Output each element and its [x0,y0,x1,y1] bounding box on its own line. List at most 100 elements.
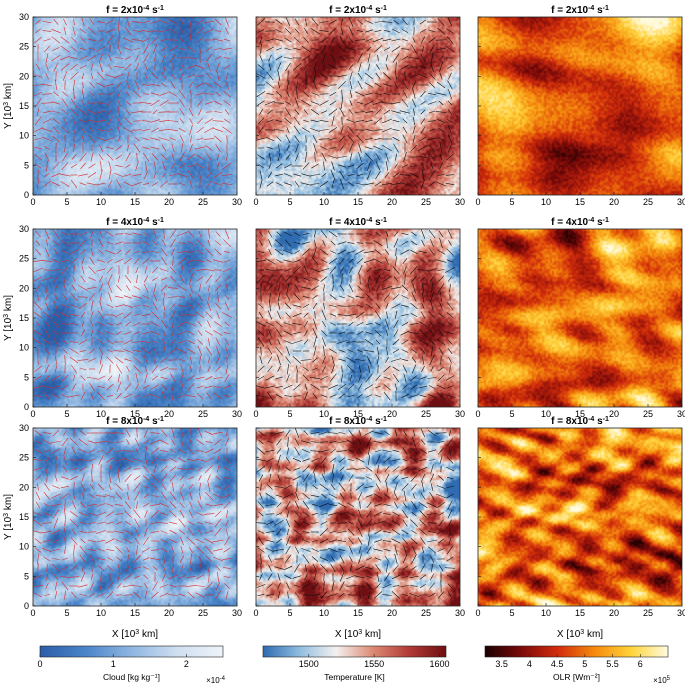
y-tick-label: 25 [19,453,29,463]
y-tick-label: 5 [24,372,29,382]
field-image [478,428,682,606]
colorbar-tick-label: 1550 [364,659,384,669]
x-tick-label: 25 [421,197,431,207]
y-tick-label: 10 [19,131,29,141]
colorbar-label: Cloud [kg kg⁻¹] [103,672,160,682]
field-image [478,229,682,407]
x-tick-label: 5 [287,197,292,207]
x-tick-label: 5 [64,197,69,207]
x-tick-label: 5 [64,608,69,618]
x-tick-label: 20 [164,197,174,207]
colorbar-strip [263,646,446,657]
y-tick-label: 30 [19,423,29,433]
x-tick-label: 25 [421,608,431,618]
colorbar-tick-label: 4 [527,659,532,669]
x-tick-label: 0 [253,409,258,419]
field-image [478,17,682,195]
x-tick-label: 0 [30,608,35,618]
panel-title: f = 2x10-4 s-1 [329,5,387,17]
x-tick-label: 20 [387,197,397,207]
y-tick-label: 15 [19,512,29,522]
panel-title: f = 4x10-4 s-1 [551,217,609,229]
panel-title: f = 8x10-4 s-1 [329,416,387,428]
x-tick-label: 0 [475,409,480,419]
x-tick-label: 5 [287,409,292,419]
y-tick-label: 10 [19,542,29,552]
x-tick-label: 30 [232,197,242,207]
x-tick-label: 15 [130,608,140,618]
y-tick-label: 15 [19,101,29,111]
colorbar-label: OLR [Wm⁻²] [553,672,600,682]
y-tick-label: 25 [19,42,29,52]
y-tick-label: 20 [19,71,29,81]
x-tick-label: 30 [232,409,242,419]
x-tick-label: 10 [96,197,106,207]
panel-title: f = 8x10-4 s-1 [106,416,164,428]
y-tick-label: 20 [19,283,29,293]
y-tick-label: 25 [19,254,29,264]
x-tick-label: 25 [198,409,208,419]
y-tick-label: 0 [24,190,29,200]
x-tick-label: 30 [455,608,465,618]
colorbar-tick-label: 3.5 [495,659,508,669]
x-tick-label: 10 [541,197,551,207]
y-tick-label: 30 [19,12,29,22]
x-tick-label: 15 [575,197,585,207]
field-image [33,428,237,606]
x-tick-label: 30 [677,197,685,207]
y-axis-label: Y [103 km] [3,83,15,129]
x-tick-label: 0 [30,197,35,207]
x-tick-label: 20 [387,409,397,419]
x-tick-label: 10 [319,197,329,207]
x-tick-label: 5 [287,608,292,618]
x-tick-label: 5 [509,409,514,419]
colorbar-label: Temperature [K] [324,672,384,682]
x-tick-label: 30 [232,608,242,618]
y-tick-label: 0 [24,402,29,412]
field-image [256,17,460,195]
x-tick-label: 25 [421,409,431,419]
x-tick-label: 0 [253,608,258,618]
y-tick-label: 20 [19,482,29,492]
colorbar-tick-label: 5 [582,659,587,669]
x-tick-label: 20 [164,409,174,419]
x-tick-label: 5 [64,409,69,419]
x-tick-label: 5 [509,197,514,207]
x-tick-label: 15 [353,608,363,618]
y-axis-label: Y [103 km] [3,295,15,341]
x-tick-label: 10 [541,409,551,419]
colorbar-tick-label: 2 [184,659,189,669]
x-tick-label: 30 [455,197,465,207]
x-tick-label: 15 [575,608,585,618]
colorbar-tick-label: 1500 [299,659,319,669]
x-tick-label: 25 [198,608,208,618]
panel-title: f = 8x10-4 s-1 [551,416,609,428]
x-tick-label: 0 [253,197,258,207]
x-tick-label: 25 [643,608,653,618]
x-tick-label: 20 [609,608,619,618]
x-tick-label: 10 [96,608,106,618]
colorbar-strip [40,646,223,657]
colorbar-tick-label: 6 [638,659,643,669]
x-tick-label: 30 [677,409,685,419]
y-tick-label: 15 [19,313,29,323]
x-tick-label: 15 [130,197,140,207]
x-tick-label: 30 [677,608,685,618]
colorbar-tick-label: 1 [111,659,116,669]
x-tick-label: 5 [509,608,514,618]
x-tick-label: 25 [643,197,653,207]
y-tick-label: 10 [19,343,29,353]
colorbar-tick-label: 5.5 [606,659,619,669]
x-tick-label: 20 [609,197,619,207]
